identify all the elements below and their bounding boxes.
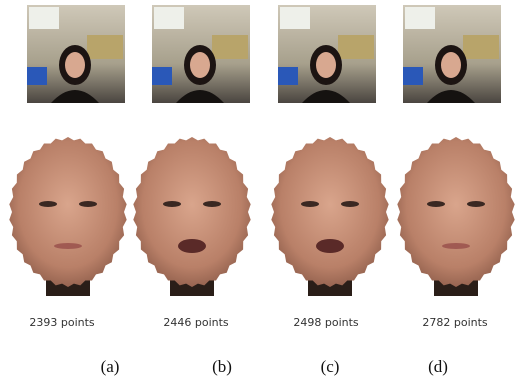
right-eye [341,201,359,207]
photo-shelf [463,35,499,59]
photo [278,5,376,103]
photo-monitor [27,67,47,85]
figure: 2393 points (a) 2446 points (b) 2498 points (… [0,0,524,383]
photo-face [441,52,461,78]
photo-shelf [338,35,374,59]
photo-monitor [278,67,298,85]
left-eye [301,201,319,207]
photo-face [65,52,85,78]
photo-window [154,7,184,29]
mouth [442,243,470,249]
caption: (b) [212,357,232,376]
caption: (d) [428,357,448,376]
points-label: 2393 points [29,316,95,329]
photo-window [405,7,435,29]
right-eye [79,201,97,207]
left-eye [163,201,181,207]
face-surface [133,137,250,287]
mouth [178,239,206,253]
photo [27,5,125,103]
left-eye [39,201,57,207]
face-surface [9,137,126,287]
points-label: 2782 points [422,316,488,329]
caption: (a) [101,357,120,376]
photo-window [29,7,59,29]
left-eye [427,201,445,207]
photo-shelf [87,35,123,59]
photo-shelf [212,35,248,59]
right-eye [467,201,485,207]
points-label: 2446 points [163,316,229,329]
photo-face [190,52,210,78]
photo-window [280,7,310,29]
photo-face [316,52,336,78]
right-eye [203,201,221,207]
caption: (c) [321,357,340,376]
page: 2393 points (a) 2446 points (b) 2498 points (… [0,0,524,383]
face-surface [397,137,514,287]
points-label: 2498 points [293,316,359,329]
face-cloud [9,137,126,296]
face-cloud [133,137,250,296]
face-cloud [397,137,514,296]
photo [403,5,501,103]
photo-monitor [152,67,172,85]
photo [152,5,250,103]
mouth [54,243,82,249]
mouth [316,239,344,253]
face-cloud [271,137,388,296]
face-surface [271,137,388,287]
photo-monitor [403,67,423,85]
